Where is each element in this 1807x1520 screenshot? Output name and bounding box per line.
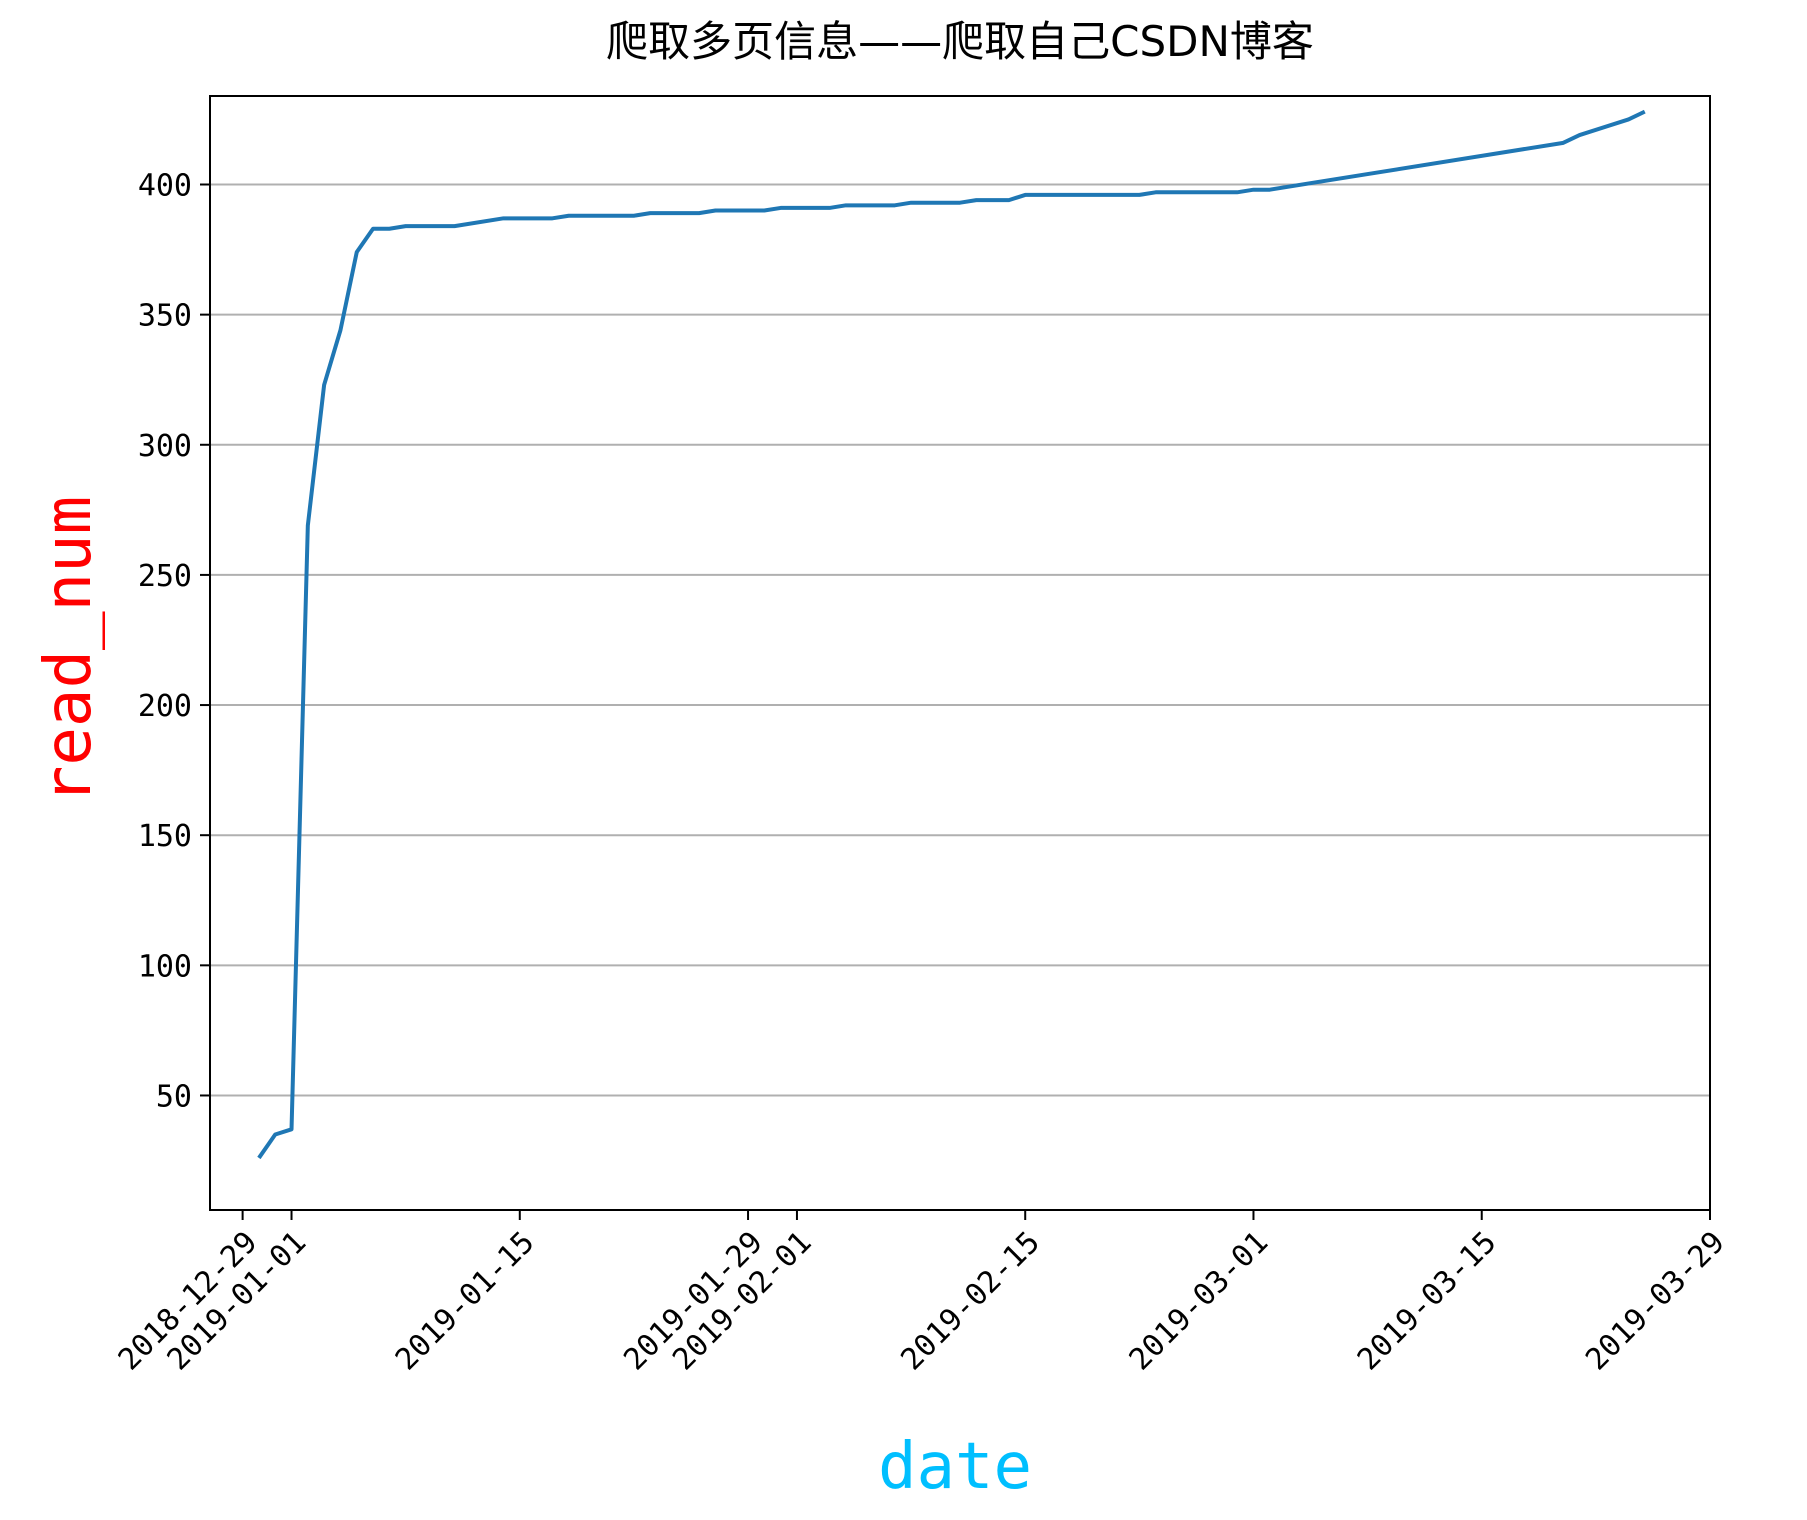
y-tick-label: 300 <box>138 429 192 464</box>
gridlines <box>210 183 1710 1097</box>
x-axis-label: date <box>878 1430 1032 1504</box>
y-axis-label: read_num <box>32 496 106 804</box>
y-tick-label: 100 <box>138 949 192 984</box>
series-group <box>257 109 1646 1160</box>
y-axis: 50 100 150 200 250 300 350 400 <box>138 168 210 1114</box>
y-tick-label: 350 <box>138 299 192 334</box>
series-line <box>257 109 1646 1160</box>
y-tick-label: 50 <box>156 1079 192 1114</box>
plot-frame <box>209 95 1711 1211</box>
y-tick-label: 400 <box>138 168 192 203</box>
chart-title: 爬取多页信息——爬取自己CSDN博客 <box>606 17 1314 66</box>
y-tick-label: 200 <box>138 689 192 724</box>
y-tick-label: 250 <box>138 559 192 594</box>
y-tick-label: 150 <box>138 819 192 854</box>
